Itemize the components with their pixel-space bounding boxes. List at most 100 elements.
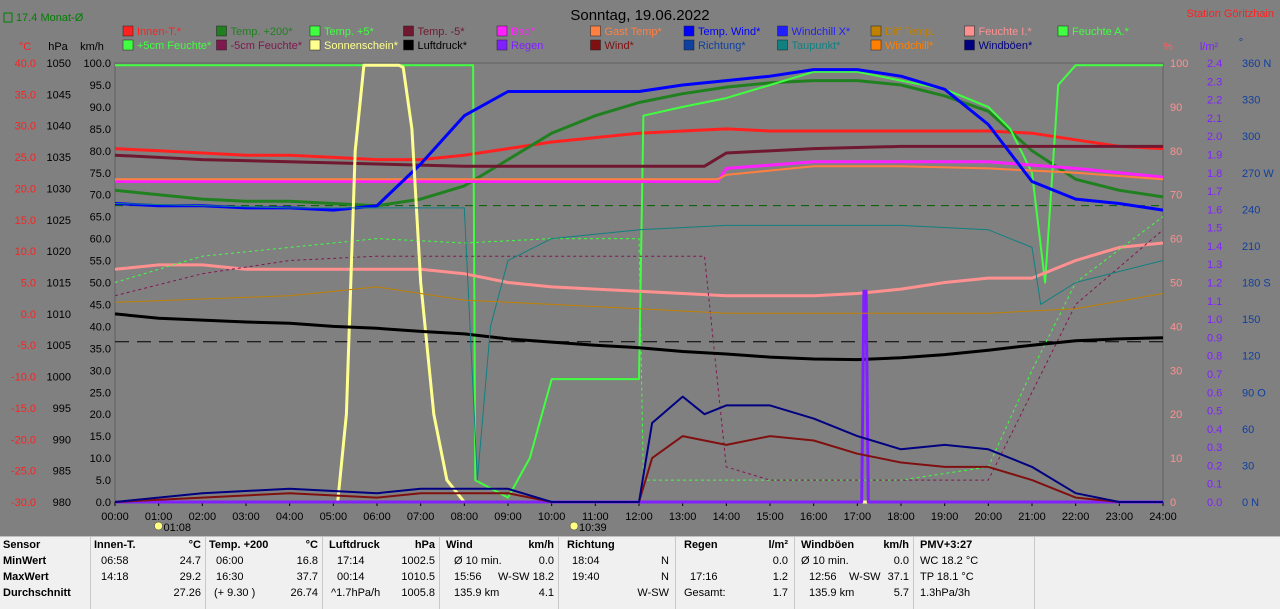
rain-tick-label: 0.8 [1207, 351, 1222, 363]
rain-tick-label: 0.7 [1207, 369, 1222, 381]
stats-col-sensor: Sensor MinWert MaxWert Durchschnitt [0, 537, 90, 609]
sunrise-marker-icon [154, 521, 163, 531]
series-line [114, 435, 1163, 503]
legend-swatch [964, 25, 975, 37]
legend-item: Windböen* [979, 40, 1034, 52]
rain-tick-label: 1.4 [1207, 241, 1222, 253]
stats-value: Gesamt: [684, 587, 726, 599]
percent-tick-label: 10 [1170, 453, 1182, 465]
legend-item: -5cm Feuchte* [231, 40, 303, 52]
legend-item: Temp. -5* [418, 26, 466, 38]
stats-col-pmv: PMV+3:27 WC 18.2 °C TP 18.1 °C 1.3hPa/3h [914, 537, 1034, 609]
temp-tick-label: 25.0 [15, 152, 36, 164]
series-line [115, 64, 1163, 499]
x-tick-label: 04:00 [276, 511, 304, 523]
stats-col-druck: Luftdruck hPa 17:14 1002.5 00:14 1010.5 ^1.… [323, 537, 439, 609]
legend-item: Feuchte I.* [979, 26, 1033, 38]
dir-tick-label: 360 N [1242, 58, 1271, 70]
x-tick-label: 18:00 [887, 511, 915, 523]
pressure-tick-label: 1030 [47, 183, 71, 195]
stats-value: 1002.5 [401, 555, 435, 567]
temp-tick-label: -5.0 [17, 340, 36, 352]
percent-tick-label: 80 [1170, 146, 1182, 158]
legend-item: Temp. +5* [324, 26, 375, 38]
series-line [114, 241, 1164, 298]
pressure-tick-label: 1040 [47, 121, 71, 133]
percent-tick-label: 20 [1170, 409, 1182, 421]
pressure-tick-label: 1050 [47, 58, 71, 70]
dir-tick-label: 240 [1242, 204, 1260, 216]
rain-tick-label: 1.1 [1207, 296, 1222, 308]
x-tick-label: 09:00 [494, 511, 522, 523]
stats-header-pmv: PMV+3:27 [920, 539, 973, 551]
legend-swatch [496, 39, 508, 51]
dir-tick-label: 60 [1242, 424, 1254, 436]
legend-swatch [683, 39, 695, 51]
temp-tick-label: 30.0 [15, 121, 36, 133]
wind-tick-label: 55.0 [90, 256, 111, 268]
rain-tick-label: 2.3 [1207, 76, 1222, 88]
x-tick-label: 16:00 [800, 511, 828, 523]
stats-value: 1005.8 [401, 587, 435, 599]
stats-col-wind: Wind km/h Ø 10 min. 0.0 15:56 W-SW 18.2 135.… [440, 537, 558, 609]
dir-tick-label: 90 O [1242, 387, 1266, 399]
x-tick-label: 06:00 [363, 511, 391, 523]
legend-swatch [122, 39, 134, 51]
rain-tick-label: 1.6 [1207, 204, 1222, 216]
series-line [114, 203, 1164, 481]
stats-col-innen: Innen-T. °C 06:58 24.7 14:18 29.2 27.26 [91, 537, 205, 609]
series-line [114, 127, 1164, 162]
x-tick-label: 15:00 [756, 511, 784, 523]
stats-value: 29.2 [179, 571, 201, 583]
dir-tick-label: 210 [1242, 241, 1260, 253]
rain-tick-label: 0.1 [1207, 479, 1222, 491]
stats-value: 18.2 [532, 571, 554, 583]
stats-value: 06:58 [101, 555, 129, 567]
rain-tick-label: 1.9 [1207, 149, 1222, 161]
legend-item: Temp. +200* [231, 26, 294, 38]
legend-swatch [1057, 25, 1069, 37]
stats-label-max: MaxWert [3, 571, 49, 583]
wind-tick-label: 40.0 [90, 321, 111, 333]
stats-unit-wind: km/h [528, 539, 554, 551]
temp-tick-label: 40.0 [15, 58, 36, 70]
dir-tick-label: 300 [1242, 131, 1260, 143]
x-tick-label: 00:00 [101, 511, 129, 523]
legend-item: Innen-T.* [137, 26, 182, 38]
rain-tick-label: 0.4 [1207, 424, 1222, 436]
wind-tick-label: 80.0 [90, 146, 111, 158]
pressure-tick-label: 1010 [47, 309, 71, 321]
stats-col-boeen: Windböen km/h Ø 10 min. 0.0 12:56 W-SW 37.1 … [795, 537, 913, 609]
stats-value: 37.7 [296, 571, 318, 583]
x-tick-label: 17:00 [844, 511, 872, 523]
series-line [114, 286, 1164, 314]
stats-value: 17:14 [337, 555, 365, 567]
stats-value: Ø 10 min. [454, 555, 502, 567]
series-line [114, 216, 1164, 481]
x-tick-label: 14:00 [713, 511, 741, 523]
legend-swatch [309, 39, 321, 51]
rain-tick-label: 0.9 [1207, 332, 1222, 344]
wind-tick-label: 30.0 [90, 365, 111, 377]
legend-swatch [870, 39, 882, 51]
wind-tick-label: 60.0 [90, 234, 111, 246]
dir-tick-label: 30 [1242, 460, 1254, 472]
legend-item: +5cm Feuchte* [137, 40, 212, 52]
stats-value: 06:00 [216, 555, 244, 567]
sunset-marker-icon [569, 521, 579, 531]
x-tick-label: 07:00 [407, 511, 435, 523]
rain-tick-label: 2.0 [1207, 131, 1222, 143]
percent-tick-label: 30 [1170, 365, 1182, 377]
legend-item: Temp. Wind* [698, 26, 761, 38]
legend-swatch [590, 25, 601, 37]
wind-tick-label: 50.0 [90, 278, 111, 290]
pressure-tick-label: 990 [53, 434, 71, 446]
stats-value: Ø 10 min. [801, 555, 849, 567]
stats-value: 1010.5 [401, 571, 435, 583]
axis-header-wind: km/h [80, 41, 104, 53]
x-tick-label: 01:00 [145, 511, 173, 523]
rain-tick-label: 1.2 [1207, 278, 1222, 290]
stats-value: 37.1 [887, 571, 909, 583]
weather-chart: Sonntag, 19.06.2022 Station Göritzhain 17.… [3, 7, 1274, 534]
station-name: Station Göritzhain [1187, 8, 1274, 20]
